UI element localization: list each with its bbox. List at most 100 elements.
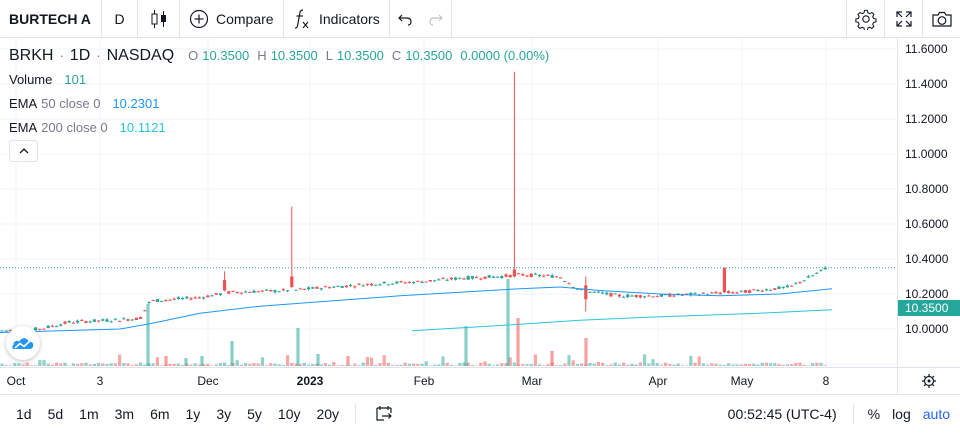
volume-bar bbox=[420, 363, 424, 366]
volume-bar bbox=[580, 363, 584, 366]
ema50-name: EMA bbox=[9, 96, 38, 111]
price-chart[interactable] bbox=[0, 38, 897, 367]
toolbar-right bbox=[846, 0, 960, 38]
volume-bar bbox=[252, 363, 256, 366]
volume-bar bbox=[424, 361, 428, 366]
volume-bar bbox=[378, 363, 382, 366]
candle-body bbox=[168, 299, 172, 301]
range-button-5y[interactable]: 5y bbox=[247, 406, 262, 422]
volume-bar bbox=[651, 359, 655, 366]
volume-bar bbox=[227, 365, 231, 366]
volume-bar bbox=[346, 356, 350, 366]
undo-icon[interactable] bbox=[396, 10, 414, 28]
candle-body bbox=[105, 319, 109, 322]
candle-body bbox=[223, 280, 227, 291]
percent-label: % bbox=[867, 406, 881, 422]
volume-bar bbox=[445, 362, 449, 366]
volume-bar bbox=[437, 364, 441, 366]
auto-toggle[interactable]: auto bbox=[917, 395, 960, 434]
range-button-6m[interactable]: 6m bbox=[150, 406, 170, 422]
volume-bar bbox=[340, 364, 344, 366]
indicators-button[interactable]: Indicators bbox=[284, 0, 390, 38]
volume-bar bbox=[357, 365, 361, 366]
interval-button[interactable]: D bbox=[102, 0, 138, 38]
volume-bar bbox=[218, 363, 222, 366]
ema200-legend-row[interactable]: EMA 200 close 0 10.1121 bbox=[9, 116, 553, 140]
range-button-1d[interactable]: 1d bbox=[16, 406, 32, 422]
range-button-1y[interactable]: 1y bbox=[185, 406, 201, 422]
volume-bar bbox=[592, 363, 596, 366]
log-toggle[interactable]: log bbox=[886, 395, 917, 434]
percent-toggle[interactable]: % bbox=[862, 395, 886, 434]
tradingview-logo[interactable] bbox=[6, 326, 40, 360]
time-tick-label: Dec bbox=[197, 374, 219, 388]
candle-body bbox=[647, 295, 651, 297]
snapshot-button[interactable] bbox=[922, 0, 960, 38]
settings-button[interactable] bbox=[846, 0, 884, 38]
volume-bar bbox=[155, 357, 159, 366]
fx-icon bbox=[294, 8, 309, 29]
candle-body bbox=[151, 300, 155, 302]
volume-bar bbox=[126, 363, 130, 366]
fullscreen-button[interactable] bbox=[884, 0, 922, 38]
chart-style-button[interactable] bbox=[138, 0, 180, 38]
candle-body bbox=[748, 290, 752, 293]
candle-body bbox=[437, 279, 441, 281]
price-axis[interactable]: 10.0000 10.2000 10.4000 10.6000 10.8000 11.00… bbox=[897, 38, 960, 367]
chart-legend: BRKH · 1D · NASDAQ O 10.3500 H 10.3500 L 10… bbox=[9, 44, 553, 140]
range-button-5d[interactable]: 5d bbox=[47, 406, 64, 422]
volume-bar bbox=[806, 365, 810, 366]
camera-icon bbox=[931, 11, 952, 27]
volume-bar bbox=[643, 354, 647, 366]
legend-collapse-button[interactable] bbox=[9, 140, 38, 162]
candle-body bbox=[416, 280, 420, 282]
price-tick-label: 11.4000 bbox=[905, 77, 948, 91]
candle-body bbox=[491, 276, 495, 278]
ema50-legend-row[interactable]: EMA 50 close 0 10.2301 bbox=[9, 92, 553, 116]
candle-body bbox=[92, 319, 96, 322]
candle-body bbox=[710, 292, 714, 294]
volume-bar bbox=[353, 363, 357, 366]
candle-body bbox=[0, 330, 4, 332]
ohlc-low: 10.3500 bbox=[336, 48, 384, 63]
range-button-10y[interactable]: 10y bbox=[277, 406, 301, 422]
volume-bar bbox=[122, 363, 126, 366]
candle-body bbox=[361, 285, 365, 287]
volume-bar bbox=[160, 365, 164, 366]
candle-body bbox=[391, 283, 395, 285]
candle-body bbox=[34, 327, 38, 331]
clock-timezone[interactable]: 00:52:45 (UTC-4) bbox=[720, 395, 845, 434]
redo-icon[interactable] bbox=[427, 10, 445, 28]
volume-bar bbox=[256, 363, 260, 366]
volume-bar bbox=[811, 363, 815, 366]
symbol-legend-row[interactable]: BRKH · 1D · NASDAQ O 10.3500 H 10.3500 L 10… bbox=[9, 44, 553, 68]
volume-bar bbox=[97, 363, 101, 366]
compare-button[interactable]: Compare bbox=[180, 0, 284, 38]
candle-body bbox=[592, 291, 596, 293]
candle-body bbox=[239, 292, 243, 294]
candle-body bbox=[118, 320, 122, 322]
volume-bar bbox=[143, 364, 147, 366]
volume-bar bbox=[773, 363, 777, 366]
chart-pane[interactable] bbox=[0, 38, 897, 367]
volume-bar bbox=[622, 362, 626, 366]
range-button-3y[interactable]: 3y bbox=[216, 406, 232, 422]
ema200-value: 10.1121 bbox=[119, 120, 166, 135]
candle-body bbox=[298, 288, 302, 290]
volume-bar bbox=[395, 365, 399, 366]
candle-body bbox=[382, 281, 386, 284]
axis-settings-button[interactable] bbox=[897, 367, 960, 394]
volume-bar bbox=[88, 364, 92, 366]
volume-bar bbox=[328, 364, 332, 366]
volume-bar bbox=[815, 362, 819, 366]
time-axis[interactable]: Oct 3 Dec 2023 Feb Mar Apr May 8 bbox=[0, 367, 897, 394]
go-to-date-button[interactable] bbox=[366, 395, 402, 434]
range-button-1m[interactable]: 1m bbox=[79, 406, 99, 422]
range-button-20y[interactable]: 20y bbox=[316, 406, 340, 422]
range-button-3m[interactable]: 3m bbox=[114, 406, 135, 422]
candle-body bbox=[525, 275, 529, 277]
volume-bar bbox=[230, 341, 234, 366]
symbol-search-button[interactable]: BURTECH A bbox=[0, 0, 102, 38]
volume-legend-row[interactable]: Volume 101 bbox=[9, 68, 553, 92]
volume-bar bbox=[441, 356, 445, 366]
